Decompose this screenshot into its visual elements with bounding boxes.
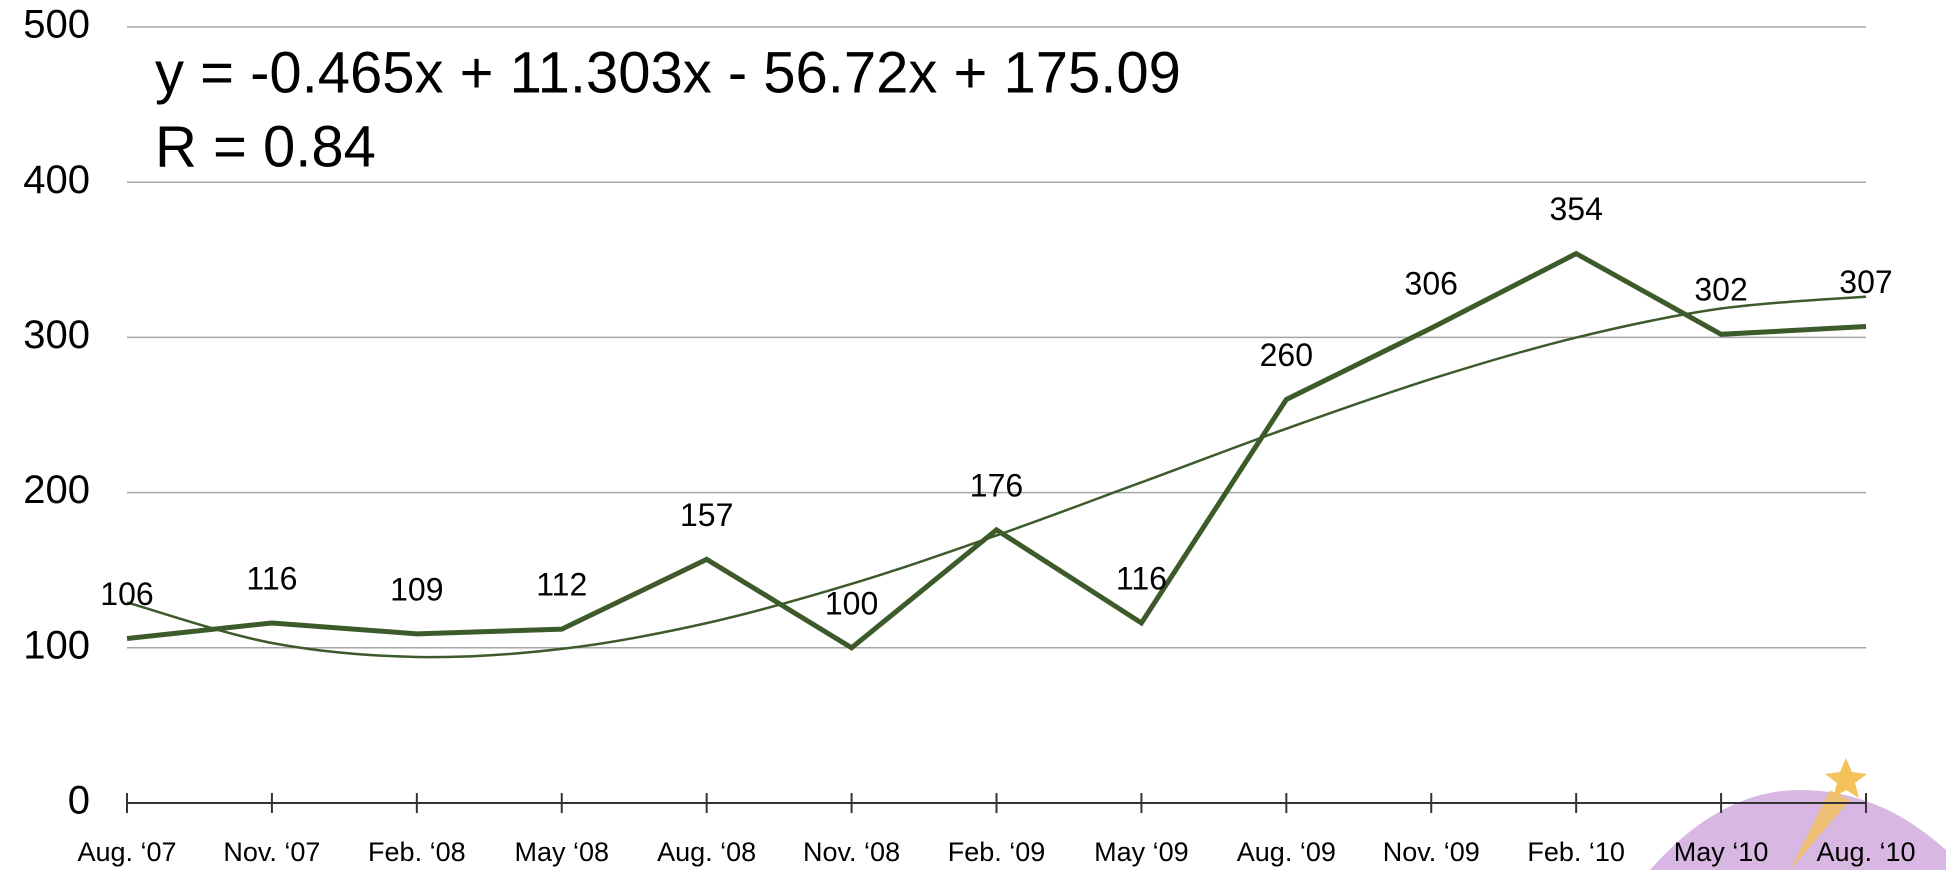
data-label: 354 xyxy=(1549,191,1602,227)
x-tick-label: Nov. ‘08 xyxy=(803,837,900,867)
data-label: 306 xyxy=(1405,266,1458,302)
data-label: 302 xyxy=(1694,272,1747,308)
equation: y = -0.465x + 11.303x - 56.72x + 175.09 xyxy=(155,40,1181,105)
data-label: 116 xyxy=(246,560,297,596)
x-tick-label: Feb. ‘09 xyxy=(948,837,1046,867)
x-tick-label: May ‘10 xyxy=(1674,837,1769,867)
data-label: 112 xyxy=(536,567,587,603)
y-tick-label: 400 xyxy=(23,158,90,202)
data-label: 157 xyxy=(680,497,733,533)
x-tick-label: Nov. ‘09 xyxy=(1383,837,1480,867)
data-label: 109 xyxy=(390,571,443,607)
data-label: 176 xyxy=(970,467,1023,503)
trendline xyxy=(126,295,1867,659)
y-tick-label: 300 xyxy=(23,313,90,357)
r-squared: R = 0.84 xyxy=(155,114,376,179)
x-tick-label: Feb. ‘10 xyxy=(1527,837,1625,867)
y-tick-label: 500 xyxy=(23,3,90,47)
x-tick-label: Nov. ‘07 xyxy=(223,837,320,867)
x-tick-label: May ‘09 xyxy=(1094,837,1189,867)
x-tick-label: Feb. ‘08 xyxy=(368,837,466,867)
y-tick-label: 100 xyxy=(23,623,90,667)
x-tick-label: Aug. ‘08 xyxy=(657,837,756,867)
data-label: 307 xyxy=(1839,264,1892,300)
data-label: 100 xyxy=(825,585,878,621)
logo xyxy=(1650,758,1946,870)
x-tick-label: Aug. ‘10 xyxy=(1816,837,1915,867)
data-line xyxy=(126,250,1867,651)
y-tick-label: 200 xyxy=(23,468,90,512)
x-tick-label: Aug. ‘07 xyxy=(77,837,176,867)
x-tick-label: May ‘08 xyxy=(514,837,609,867)
data-label: 260 xyxy=(1260,337,1313,373)
data-label: 106 xyxy=(100,576,153,612)
x-tick-label: Aug. ‘09 xyxy=(1237,837,1336,867)
data-label: 116 xyxy=(1116,560,1167,596)
y-tick-label: 0 xyxy=(68,779,90,823)
